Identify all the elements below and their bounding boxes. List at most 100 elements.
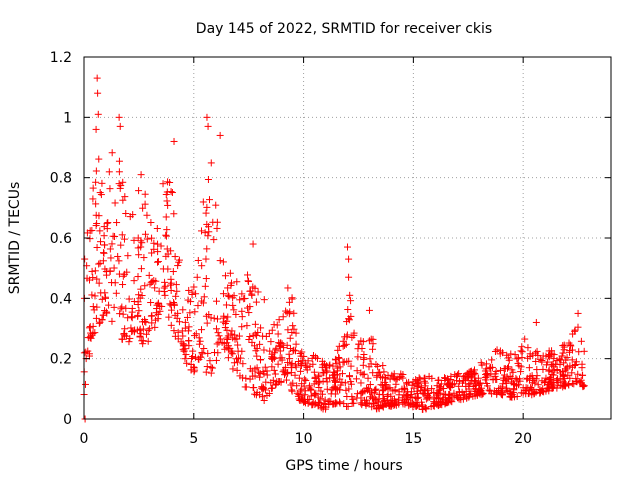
- data-point: [93, 243, 101, 251]
- data-point: [341, 341, 349, 349]
- data-point: [434, 401, 442, 409]
- data-point: [270, 366, 278, 374]
- data-point: [471, 370, 479, 378]
- data-point: [226, 269, 234, 277]
- data-point: [428, 385, 436, 393]
- data-point: [366, 381, 374, 389]
- data-point: [213, 297, 221, 305]
- data-point: [118, 303, 126, 311]
- data-point: [562, 356, 570, 364]
- data-point: [238, 290, 246, 298]
- data-point: [112, 289, 120, 297]
- data-point: [141, 190, 149, 198]
- data-point: [150, 245, 158, 253]
- data-point: [359, 338, 367, 346]
- data-point: [345, 273, 353, 281]
- data-point: [521, 335, 529, 343]
- data-point: [152, 316, 160, 324]
- data-point: [369, 393, 377, 401]
- data-point: [207, 159, 215, 167]
- data-point: [203, 363, 211, 371]
- data-point: [185, 337, 193, 345]
- data-point: [197, 353, 205, 361]
- data-point: [472, 381, 480, 389]
- data-point: [401, 386, 409, 394]
- data-point: [430, 389, 438, 397]
- data-point: [134, 273, 142, 281]
- data-point: [195, 340, 203, 348]
- data-point: [245, 309, 253, 317]
- data-point: [209, 364, 217, 372]
- data-point: [498, 391, 506, 399]
- data-point: [100, 249, 108, 257]
- data-point: [497, 384, 505, 392]
- data-point: [200, 345, 208, 353]
- data-point: [288, 386, 296, 394]
- data-point: [116, 122, 124, 130]
- data-point: [491, 347, 499, 355]
- data-point: [191, 366, 199, 374]
- data-point: [216, 131, 224, 139]
- data-point: [297, 367, 305, 375]
- data-point: [162, 252, 170, 260]
- data-point: [91, 329, 99, 337]
- data-point: [179, 332, 187, 340]
- data-point: [476, 379, 484, 387]
- data-point: [241, 383, 249, 391]
- data-point: [213, 315, 221, 323]
- data-point: [418, 401, 426, 409]
- data-point: [153, 258, 161, 266]
- data-point: [89, 184, 97, 192]
- data-point: [441, 400, 449, 408]
- data-point: [339, 358, 347, 366]
- data-point: [470, 368, 478, 376]
- data-point: [167, 275, 175, 283]
- data-point: [289, 379, 297, 387]
- data-point: [319, 369, 327, 377]
- data-point: [533, 347, 541, 355]
- data-point: [198, 349, 206, 357]
- data-point: [451, 371, 459, 379]
- data-point: [524, 344, 532, 352]
- data-point: [517, 389, 525, 397]
- data-point: [332, 360, 340, 368]
- data-point: [267, 379, 275, 387]
- data-point: [403, 380, 411, 388]
- plot-frame: [83, 56, 612, 420]
- data-point: [146, 325, 154, 333]
- data-point: [445, 391, 453, 399]
- data-point: [262, 332, 270, 340]
- data-point: [321, 396, 329, 404]
- data-point: [212, 325, 220, 333]
- data-point: [317, 387, 325, 395]
- data-point: [382, 381, 390, 389]
- data-point: [311, 391, 319, 399]
- data-point: [364, 374, 372, 382]
- data-point: [354, 353, 362, 361]
- data-point: [568, 356, 576, 364]
- data-point: [542, 387, 550, 395]
- data-point: [330, 371, 338, 379]
- data-point: [153, 301, 161, 309]
- data-point: [542, 361, 550, 369]
- data-point: [96, 259, 104, 267]
- data-point: [86, 333, 94, 341]
- data-point: [338, 370, 346, 378]
- data-point: [323, 385, 331, 393]
- data-point: [205, 228, 213, 236]
- data-point: [230, 359, 238, 367]
- data-point: [263, 371, 271, 379]
- data-point: [238, 323, 246, 331]
- data-point: [533, 366, 541, 374]
- data-point: [533, 372, 541, 380]
- x-tick-label: 5: [189, 431, 198, 447]
- data-point: [371, 386, 379, 394]
- y-tick-label: 0.8: [50, 171, 72, 187]
- data-point: [349, 395, 357, 403]
- data-point: [236, 296, 244, 304]
- data-point: [274, 330, 282, 338]
- data-point: [360, 355, 368, 363]
- data-point: [170, 210, 178, 218]
- data-point: [418, 383, 426, 391]
- data-point: [198, 227, 206, 235]
